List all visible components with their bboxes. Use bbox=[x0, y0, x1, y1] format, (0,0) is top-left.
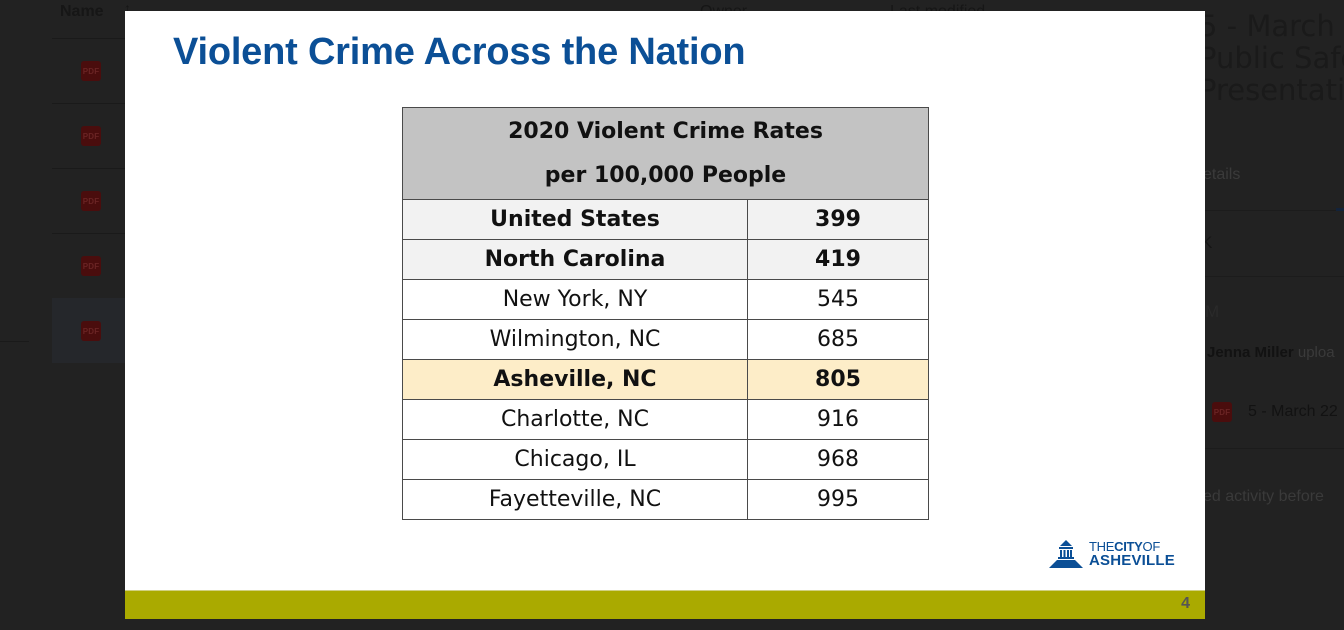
table-row: North Carolina 419 bbox=[402, 239, 929, 280]
date-label: M bbox=[1205, 302, 1220, 321]
section-label: K bbox=[1205, 233, 1213, 252]
table-header: 2020 Violent Crime Rates per 100,000 Peo… bbox=[402, 107, 929, 200]
slide-preview: Violent Crime Across the Nation 2020 Vio… bbox=[125, 11, 1205, 619]
column-header-name[interactable]: Name bbox=[60, 3, 104, 20]
table-row: New York, NY 545 bbox=[402, 279, 929, 320]
activity-file-name: 5 - March 22 bbox=[1248, 403, 1338, 421]
rate-cell: 419 bbox=[747, 239, 929, 280]
sort-arrow-up-icon[interactable]: ↑ bbox=[124, 0, 131, 16]
tab-divider bbox=[1205, 210, 1344, 211]
pdf-icon[interactable]: PDF bbox=[81, 126, 101, 146]
place-cell: Wilmington, NC bbox=[402, 319, 748, 360]
place-cell: United States bbox=[402, 199, 748, 240]
place-cell: New York, NY bbox=[402, 279, 748, 320]
pdf-icon[interactable]: PDF bbox=[81, 256, 101, 276]
activity-user: Jenna Miller bbox=[1207, 344, 1294, 361]
active-tab-indicator bbox=[1336, 208, 1344, 211]
file-title: 5 - March 2 Public Safe Presentatio bbox=[1205, 9, 1344, 107]
divider bbox=[1205, 448, 1344, 449]
activity-entry: Jenna Miller uploa bbox=[1207, 344, 1335, 361]
rate-cell: 805 bbox=[747, 359, 929, 400]
place-cell: North Carolina bbox=[402, 239, 748, 280]
slide-page-number: 4 bbox=[1181, 595, 1190, 612]
table-row: Charlotte, NC 916 bbox=[402, 399, 929, 440]
place-cell: Asheville, NC bbox=[402, 359, 748, 400]
table-row-highlighted: Asheville, NC 805 bbox=[402, 359, 929, 400]
rate-cell: 399 bbox=[747, 199, 929, 240]
rate-cell: 916 bbox=[747, 399, 929, 440]
city-hall-building-icon bbox=[1049, 540, 1083, 568]
slide-footer-bar: 4 bbox=[125, 590, 1205, 619]
pdf-icon[interactable]: PDF bbox=[81, 61, 101, 81]
logo-text: THECITYOF ASHEVILLE bbox=[1089, 539, 1175, 569]
table-row: United States 399 bbox=[402, 199, 929, 240]
divider bbox=[1205, 276, 1344, 277]
row-divider bbox=[52, 103, 132, 104]
place-cell: Fayetteville, NC bbox=[402, 479, 748, 520]
tab-details[interactable]: etails bbox=[1205, 166, 1241, 183]
table-row: Wilmington, NC 685 bbox=[402, 319, 929, 360]
pdf-icon[interactable]: PDF bbox=[81, 321, 101, 341]
rate-cell: 968 bbox=[747, 439, 929, 480]
row-divider bbox=[52, 38, 132, 39]
place-cell: Charlotte, NC bbox=[402, 399, 748, 440]
table-row: Fayetteville, NC 995 bbox=[402, 479, 929, 520]
older-activity-note: ed activity before bbox=[1205, 488, 1324, 505]
rate-cell: 995 bbox=[747, 479, 929, 520]
divider bbox=[0, 341, 29, 342]
details-side-panel: 5 - March 2 Public Safe Presentatio etai… bbox=[1205, 0, 1344, 630]
activity-action: uploa bbox=[1293, 344, 1335, 361]
rate-cell: 685 bbox=[747, 319, 929, 360]
row-divider bbox=[52, 233, 132, 234]
city-of-asheville-logo: THECITYOF ASHEVILLE bbox=[1047, 538, 1175, 570]
activity-file-link[interactable]: PDF 5 - March 22 bbox=[1212, 402, 1338, 422]
rate-cell: 545 bbox=[747, 279, 929, 320]
table-row: Chicago, IL 968 bbox=[402, 439, 929, 480]
crime-rates-table: 2020 Violent Crime Rates per 100,000 Peo… bbox=[402, 107, 929, 520]
row-divider bbox=[52, 168, 132, 169]
slide-title: Violent Crime Across the Nation bbox=[173, 31, 746, 73]
pdf-icon: PDF bbox=[1212, 402, 1232, 422]
place-cell: Chicago, IL bbox=[402, 439, 748, 480]
pdf-icon[interactable]: PDF bbox=[81, 191, 101, 211]
